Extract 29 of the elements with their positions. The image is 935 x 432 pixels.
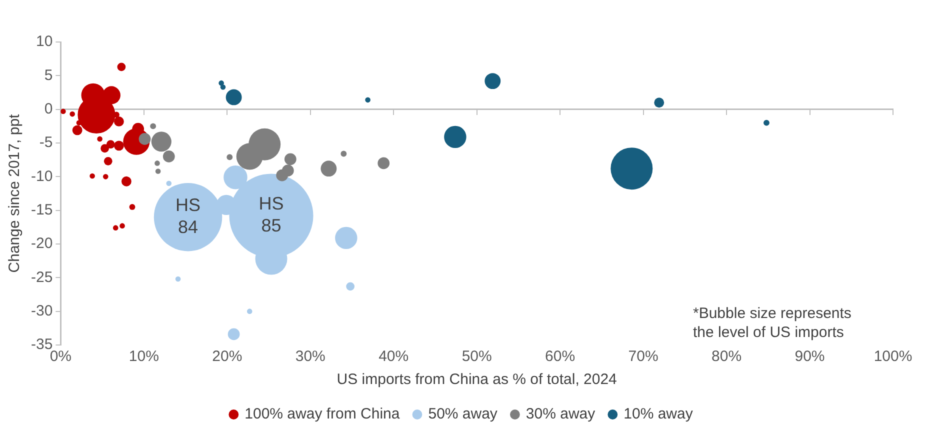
legend-label: 50% away	[428, 406, 498, 423]
x-tick-label: 100%	[874, 348, 912, 366]
legend-label: 30% away	[526, 406, 596, 423]
annotation: HS 84	[176, 195, 201, 238]
x-tick-label: 80%	[712, 348, 742, 366]
y-tick-label: -5	[39, 134, 53, 152]
x-tick-label: 40%	[378, 348, 409, 366]
annotation: *Bubble size represents the level of US imports	[693, 305, 852, 341]
x-tick-label: 30%	[295, 348, 326, 366]
x-tick-label: 50%	[462, 348, 492, 366]
y-tick-label: -25	[30, 268, 53, 286]
x-tick-label: 10%	[128, 348, 159, 366]
x-tick-label: 0%	[50, 348, 72, 366]
x-tick-label: 70%	[628, 348, 658, 366]
y-tick-label: 10	[36, 33, 53, 50]
annotation: HS 85	[258, 194, 284, 236]
y-tick-label: 5	[44, 66, 53, 84]
legend-label: 100% away from China	[244, 406, 400, 423]
x-tick-label: 60%	[545, 348, 576, 366]
legend-label: 10% away	[624, 406, 694, 423]
y-axis-title: Change since 2017, ppt	[6, 113, 24, 273]
y-tick-label: -15	[30, 201, 53, 218]
y-tick-label: 0	[44, 100, 53, 118]
y-tick-label: -20	[30, 235, 53, 252]
x-tick-label: 90%	[794, 348, 825, 366]
y-tick-label: -30	[30, 302, 53, 320]
y-tick-label: -10	[30, 168, 53, 185]
x-axis-title: US imports from China as % of total, 2024	[336, 371, 617, 388]
x-tick-label: 20%	[212, 348, 242, 366]
